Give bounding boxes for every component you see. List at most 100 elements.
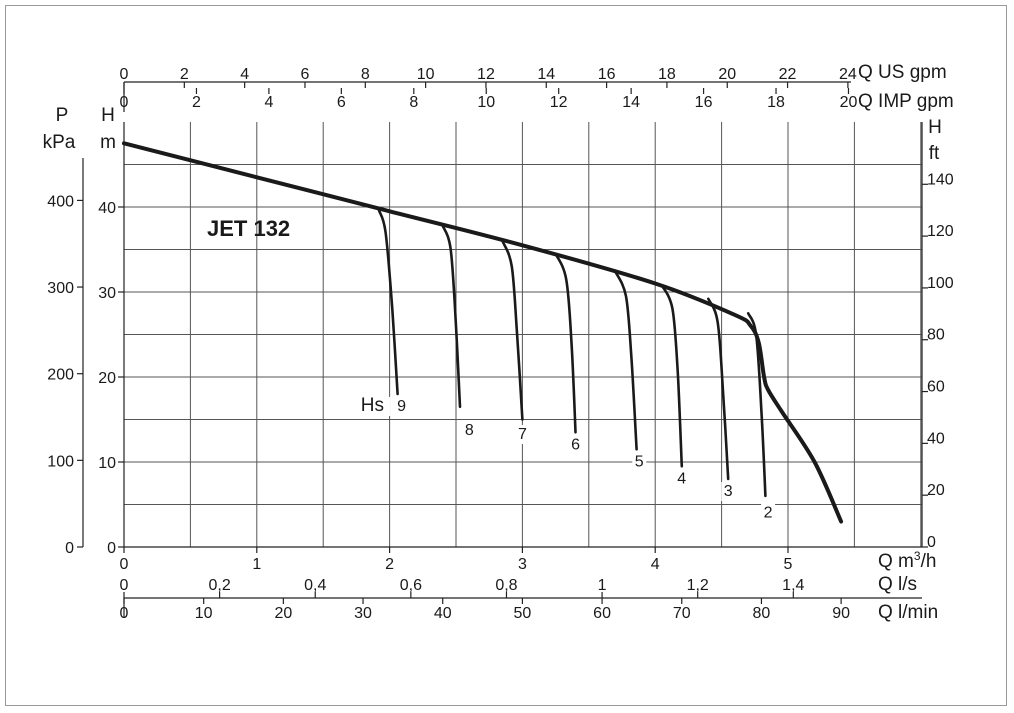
tick-label-usgpm: 24 [839,66,857,83]
tick-label-usgpm: 18 [658,66,676,83]
suction-curve-3 [707,297,730,481]
curve-label-bg [632,452,647,472]
curve-label-bg [761,503,776,523]
tick-label-ft: 120 [927,223,954,240]
tick-label-impgpm: 16 [695,94,713,111]
tick-label-impgpm: 4 [264,94,273,111]
tick-label-lmin: 10 [195,605,213,622]
tick-label-kpa: 0 [65,540,74,557]
curve-label-bg [394,397,409,416]
tick-label-impgpm: 12 [550,94,568,111]
axis-label-lmin: Q l/min [878,602,938,623]
tick-label-ls: 1,2 [687,577,709,594]
tick-label-kpa: 300 [47,280,74,297]
axis-label-m3h: Q m3/h [878,549,936,572]
tick-label-m3h: 3 [518,556,527,573]
tick-label-m3h: 2 [385,556,394,573]
suction-curve-4 [660,283,684,468]
tick-label-usgpm: 4 [240,66,249,83]
main-curve [122,141,844,524]
axis-label-kpa: kPa [43,132,76,153]
curve-label-bg [462,420,477,440]
curve-label-2: 2 [764,504,773,521]
tick-label-impgpm: 18 [767,94,785,111]
curve-label-3: 3 [724,483,733,500]
tick-label-usgpm: 2 [180,66,189,83]
tick-label-usgpm: 6 [301,66,310,83]
curve-label-bg [674,469,689,489]
tick-label-impgpm: 2 [192,94,201,111]
tick-label-impgpm: 0 [120,94,129,111]
curve-label-Hs: Hs [361,395,384,416]
tick-label-lmin: 90 [832,605,850,622]
tick-label-ls: 0,8 [495,577,517,594]
tick-label-impgpm: 6 [337,94,346,111]
tick-label-lmin: 50 [514,605,532,622]
tick-label-hm: 10 [98,455,116,472]
tick-label-usgpm: 16 [598,66,616,83]
tick-label-ls: 0,4 [304,577,326,594]
curve-label-bg [354,397,391,416]
axis-label-usgpm: Q US gpm [858,62,947,83]
chart-frame [5,5,1007,706]
suction-curve-2 [746,312,767,498]
tick-label-m3h: 1 [252,556,261,573]
tick-label-m3h: 0 [120,556,129,573]
tick-label-ft: 80 [927,327,945,344]
tick-label-ls: 1,4 [782,577,804,594]
tick-label-hm: 30 [98,285,116,302]
tick-label-impgpm: 10 [477,94,495,111]
axis-label-ls: Q l/s [878,574,917,595]
tick-label-lmin: 80 [753,605,771,622]
tick-label-kpa: 400 [47,193,74,210]
tick-label-usgpm: 12 [477,66,495,83]
tick-label-ft: 100 [927,275,954,292]
tick-label-usgpm: 14 [537,66,555,83]
tick-label-ft: 0 [927,534,936,551]
tick-label-kpa: 100 [47,453,74,470]
tick-label-ft: 40 [927,430,945,447]
axis-label-h-left: H [101,105,115,126]
tick-label-usgpm: 8 [361,66,370,83]
curve-label-4: 4 [677,470,686,487]
tick-label-hm: 20 [98,370,116,387]
tick-label-ls: 1 [598,577,607,594]
suction-curve-9 [377,209,399,396]
tick-label-ft: 140 [927,171,954,188]
labels: Hs 9 8 7 6 5 4 3 2 [354,395,776,523]
tick-label-usgpm: 22 [779,66,797,83]
tick-label-ls: 0,6 [400,577,422,594]
suction-curve-8 [441,224,462,409]
curves [122,141,844,524]
tick-label-kpa: 200 [47,367,74,384]
curve-label-9: 9 [397,398,406,415]
tick-label-ft: 20 [927,482,945,499]
tick-label-lmin: 70 [673,605,691,622]
curve-label-6: 6 [571,436,580,453]
tick-label-hm: 0 [107,540,116,557]
tick-label-lmin: 30 [354,605,372,622]
tick-label-hm: 40 [98,200,116,217]
curve-label-8: 8 [465,422,474,439]
curve-label-bg [721,482,736,501]
tick-label-m3h: 4 [651,556,660,573]
tick-label-m3h: 5 [784,556,793,573]
suction-curve-7 [501,239,524,421]
curve-label-bg [568,435,583,455]
tick-label-lmin: 60 [593,605,611,622]
tick-label-ls: 0 [120,577,129,594]
tick-label-ls: 0,2 [208,577,230,594]
curve-label-7: 7 [518,426,527,443]
suction-curve-6 [554,252,577,434]
tick-label-impgpm: 14 [622,94,640,111]
chart-title: JET 132 [207,216,290,241]
axis-label-ft: ft [929,143,940,164]
curve-label-bg [515,425,530,445]
tick-label-usgpm: 0 [120,66,129,83]
tick-label-usgpm: 10 [417,66,435,83]
axis-label-impgpm: Q IMP gpm [858,91,954,112]
axes: 0 1 2 3 4 50 0,2 0,4 0,6 0,8 1 1,2 1,40 10 20 30 40 50 60 7… [43,62,954,623]
suction-curve-5 [614,270,638,451]
tick-label-lmin: 40 [434,605,452,622]
